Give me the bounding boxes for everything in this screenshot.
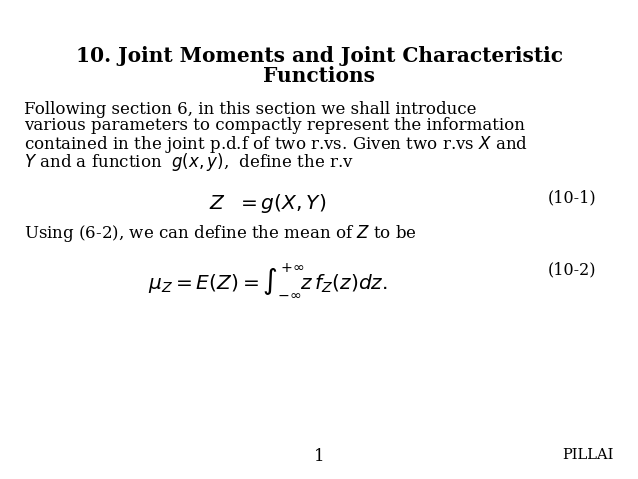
- Text: 10. Joint Moments and Joint Characteristic: 10. Joint Moments and Joint Characterist…: [75, 46, 563, 66]
- Text: Functions: Functions: [263, 66, 375, 86]
- Text: (10-2): (10-2): [548, 261, 597, 278]
- Text: contained in the joint p.d.f of two r.vs. Given two r.vs $X$ and: contained in the joint p.d.f of two r.vs…: [24, 134, 528, 155]
- Text: $Y$ and a function  $g(x, y)$,  define the r.v: $Y$ and a function $g(x, y)$, define the…: [24, 151, 354, 173]
- Text: (10-1): (10-1): [548, 189, 597, 206]
- Text: Following section 6, in this section we shall introduce: Following section 6, in this section we …: [24, 101, 477, 117]
- Text: various parameters to compactly represent the information: various parameters to compactly represen…: [24, 117, 525, 134]
- Text: $\mu_Z = E(Z) = \int_{-\infty}^{+\infty}\! z\, f_Z(z)dz.$: $\mu_Z = E(Z) = \int_{-\infty}^{+\infty}…: [148, 261, 388, 299]
- Text: $Z\ \ =g(X,Y)$: $Z\ \ =g(X,Y)$: [209, 192, 327, 215]
- Text: 1: 1: [314, 448, 324, 465]
- Text: Using (6-2), we can define the mean of $Z$ to be: Using (6-2), we can define the mean of $…: [24, 223, 417, 244]
- Text: PILLAI: PILLAI: [562, 448, 614, 462]
